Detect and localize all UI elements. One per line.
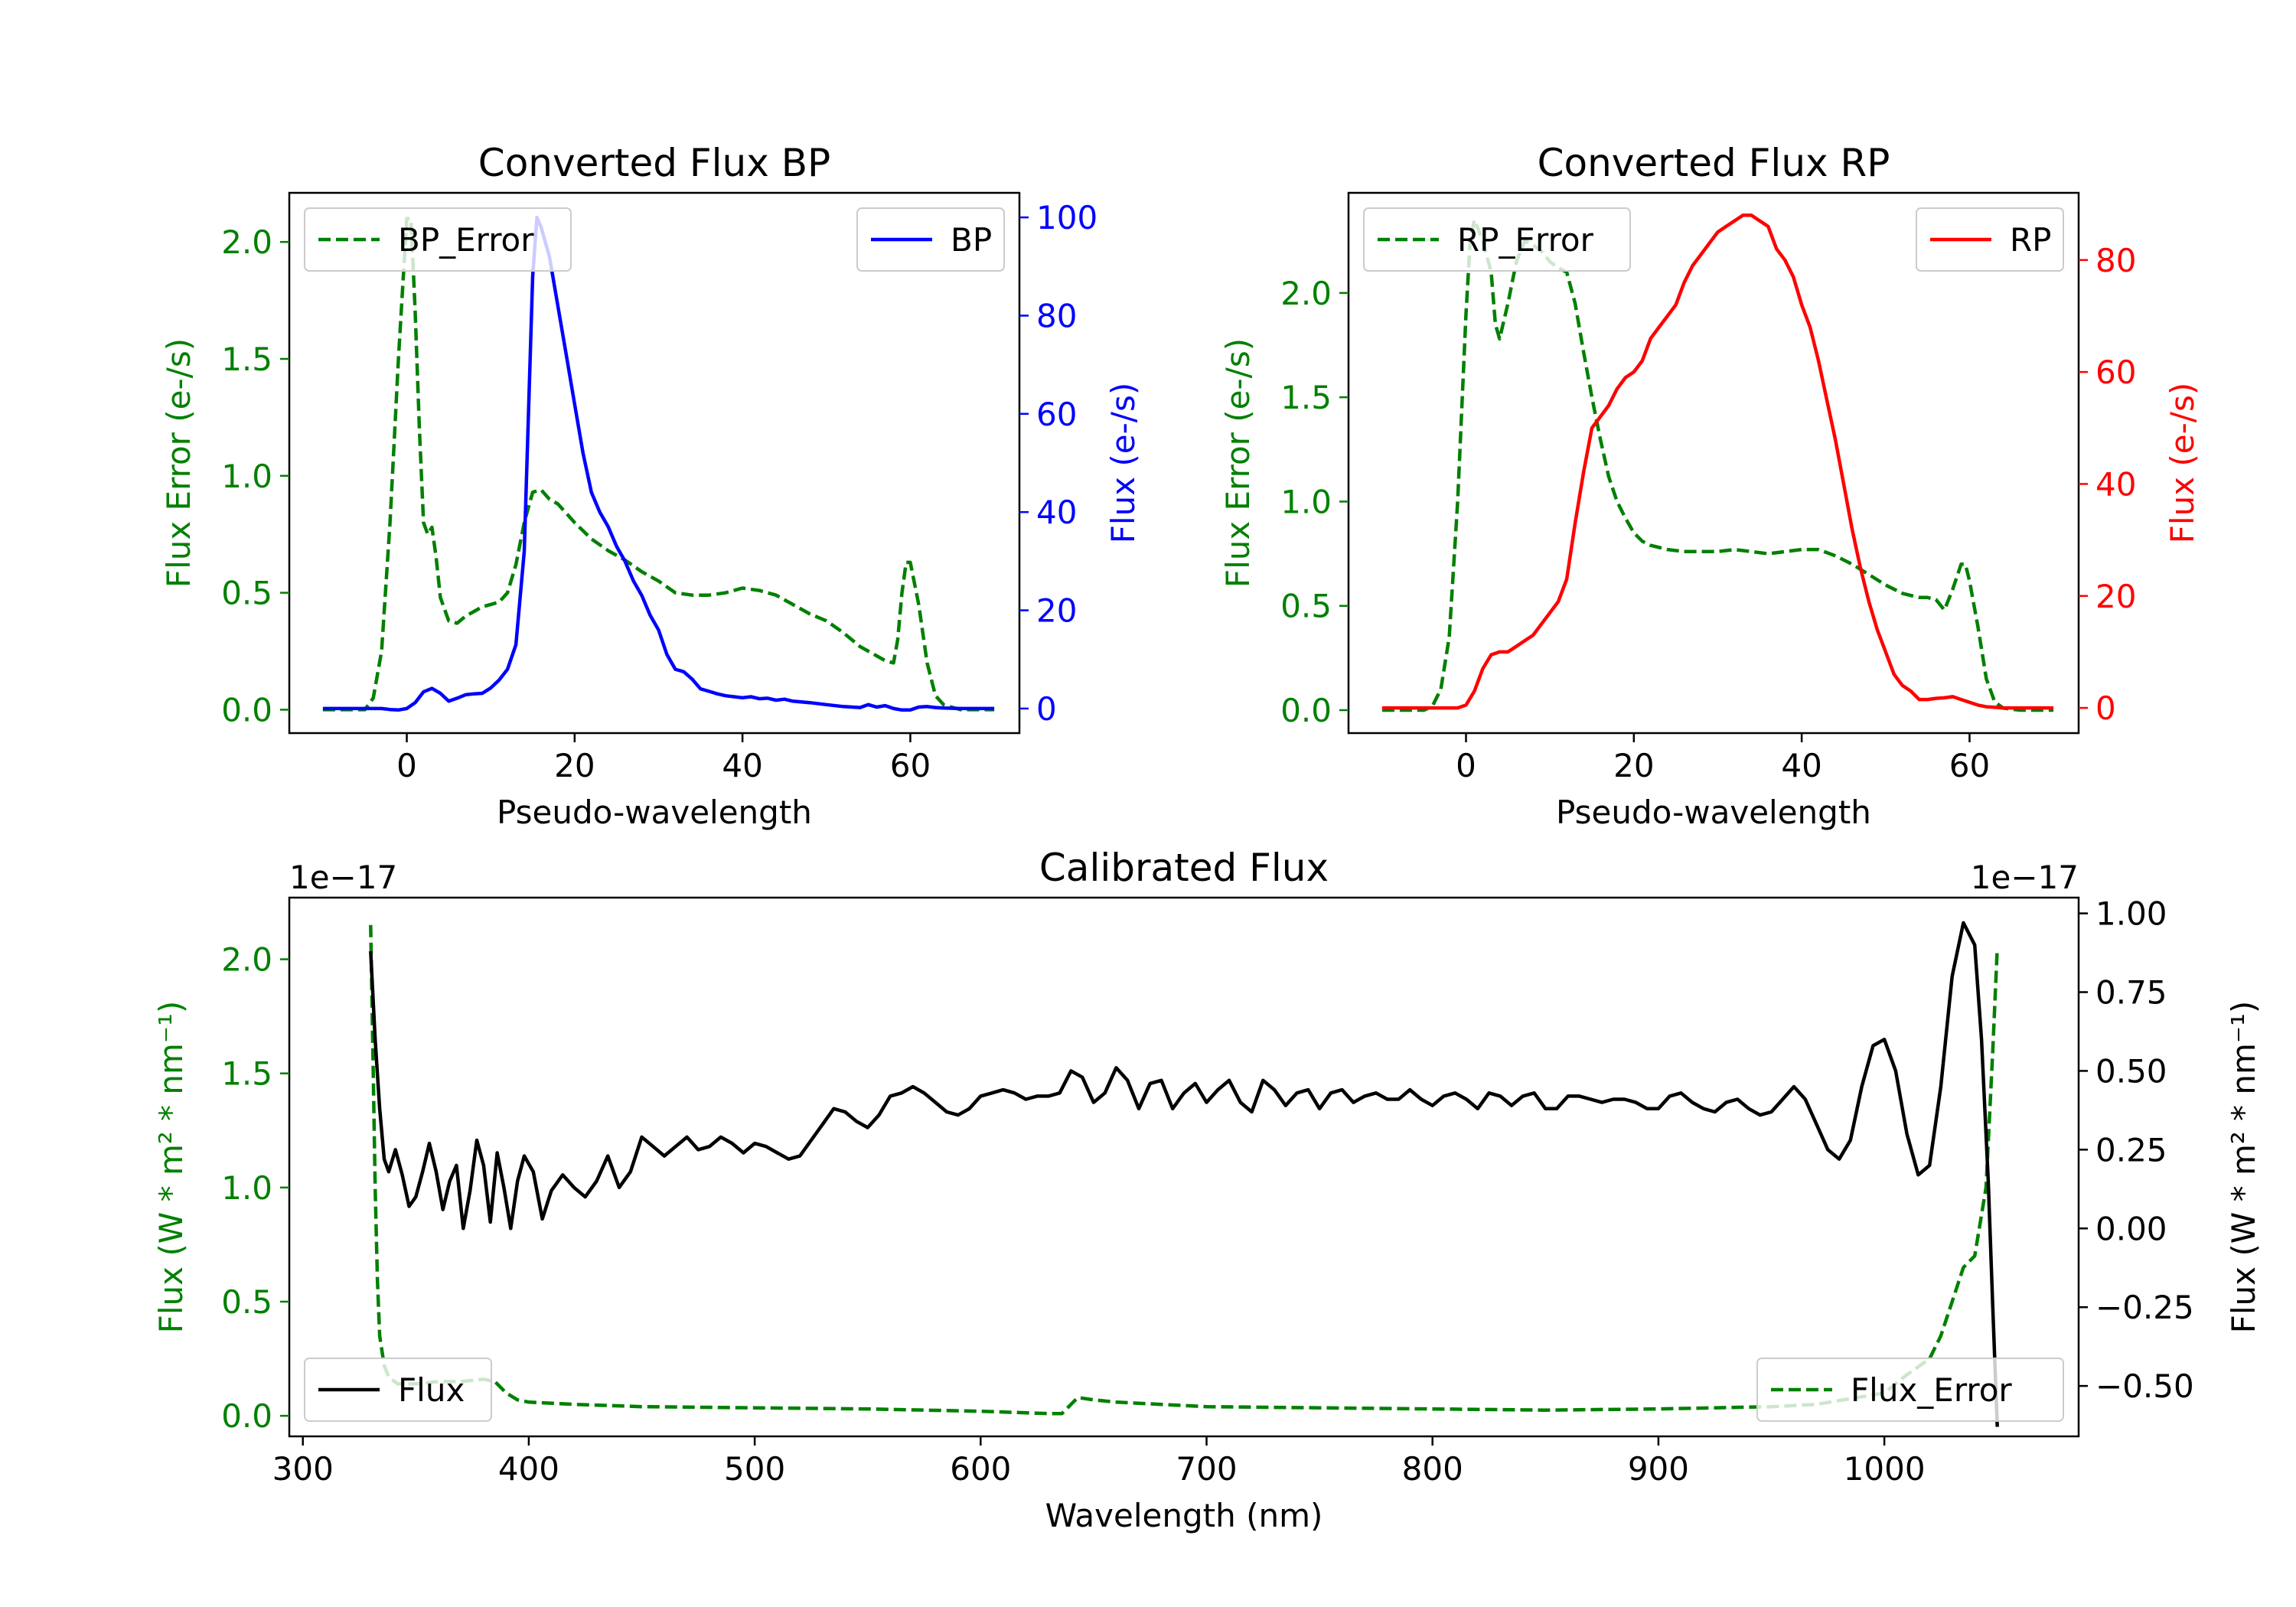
left-y-tick-label: 0.0 [1280, 692, 1332, 729]
legend-bp: BP [856, 207, 1005, 272]
legend-label: BP [951, 221, 992, 259]
x-tick-label: 60 [890, 747, 931, 784]
left-y-tick-label: 0.5 [1280, 588, 1332, 625]
left-y-tick-label: 0.0 [221, 691, 272, 729]
x-axis-label: Pseudo-wavelength [497, 794, 812, 831]
legend-frame [304, 1358, 492, 1422]
x-tick-label: 300 [272, 1450, 334, 1488]
left-y-tick-label: 1.0 [221, 458, 272, 495]
right-y-tick-label: 20 [1036, 592, 1077, 630]
plot-frame [288, 191, 1021, 735]
right-y-tick-label: 0 [2095, 689, 2116, 727]
legend-flux: Flux [304, 1358, 492, 1422]
right-y-tick-label: 40 [2095, 465, 2136, 503]
right-y-tick-label: 0.50 [2095, 1052, 2167, 1090]
right-y-tick-label: 80 [2095, 242, 2136, 279]
right-offset-text: 1e−17 [1971, 859, 2079, 896]
chart-title: Converted Flux BP [478, 141, 830, 185]
series-rp-error-line [1381, 218, 2054, 712]
x-tick-label: 600 [950, 1450, 1011, 1488]
plot-frame [288, 896, 2080, 1438]
left-y-tick-label: 2.0 [1280, 275, 1332, 312]
right-y-tick-label: 0.00 [2095, 1210, 2167, 1247]
x-tick-label: 0 [396, 747, 417, 784]
chart-rp: 0 20 40 60 0.0 0.5 1.0 1.5 2.0 0 20 40 60 80 Converted… [1219, 141, 2201, 831]
x-tick-label: 40 [722, 747, 762, 784]
x-axis-label: Wavelength (nm) [1045, 1497, 1323, 1534]
right-y-tick-label: 80 [1036, 297, 1077, 334]
left-y-tick-label: 0.0 [221, 1397, 272, 1435]
legend-flux-error: Flux_Error [1756, 1358, 2064, 1422]
legend-rp: RP [1916, 207, 2064, 272]
x-tick-label: 900 [1628, 1450, 1689, 1488]
series-bp-line [322, 215, 995, 712]
right-y-tick-label: 40 [1036, 494, 1077, 531]
right-y-tick-label: −0.25 [2095, 1289, 2194, 1326]
left-y-axis-label: Flux (W * m² * nm⁻¹) [152, 1001, 190, 1334]
left-y-tick-label: 0.5 [221, 575, 272, 612]
x-tick-label: 20 [554, 747, 595, 784]
left-y-tick-label: 1.0 [221, 1169, 272, 1207]
x-tick-label: 500 [724, 1450, 785, 1488]
legend-label: RP_Error [1457, 221, 1594, 259]
right-y-tick-label: 60 [1036, 396, 1077, 433]
x-tick-label: 60 [1949, 747, 1990, 784]
right-y-tick-label: 0.25 [2095, 1131, 2167, 1169]
chart-bp: 0 20 40 60 0.0 0.5 1.0 1.5 2.0 0 20 40 60 80 100 Conver… [160, 141, 1142, 831]
left-y-tick-label: 1.0 [1280, 483, 1332, 520]
right-y-tick-label: 0 [1036, 690, 1057, 728]
right-y-tick-label: 1.00 [2095, 895, 2167, 933]
x-tick-label: 0 [1456, 747, 1476, 784]
x-tick-label: 800 [1402, 1450, 1463, 1488]
plot-frame [1347, 191, 2080, 735]
left-y-tick-label: 0.5 [221, 1283, 272, 1321]
legend-label: Flux [398, 1371, 465, 1409]
right-y-axis-label: Flux (e-/s) [2164, 383, 2201, 543]
right-y-tick-label: −0.50 [2095, 1367, 2194, 1405]
left-y-axis-label: Flux Error (e-/s) [1219, 338, 1257, 588]
left-y-tick-label: 1.5 [221, 341, 272, 378]
legend-label: RP [2010, 221, 2052, 259]
left-offset-text: 1e−17 [289, 859, 397, 896]
left-y-tick-label: 2.0 [221, 223, 272, 261]
left-y-tick-label: 1.5 [1280, 379, 1332, 416]
x-tick-label: 1000 [1844, 1450, 1926, 1488]
legend-label: BP_Error [398, 221, 534, 259]
chart-calibrated: 300 400 500 600 700 800 900 1000 0.0 0.5 1.0 1.5 2.0… [152, 846, 2262, 1534]
x-tick-label: 700 [1176, 1450, 1237, 1488]
right-y-tick-label: 0.75 [2095, 974, 2167, 1012]
x-tick-label: 20 [1613, 747, 1654, 784]
right-y-tick-label: 60 [2095, 354, 2136, 391]
x-tick-label: 400 [498, 1450, 559, 1488]
series-rp-line [1381, 214, 2054, 710]
legend-frame [1363, 207, 1631, 272]
right-y-axis-label: Flux (e-/s) [1104, 383, 1142, 543]
left-y-tick-label: 1.5 [221, 1055, 272, 1093]
chart-title: Calibrated Flux [1039, 846, 1329, 890]
legend-label: Flux_Error [1851, 1371, 2012, 1409]
left-y-axis-label: Flux Error (e-/s) [160, 338, 197, 588]
chart-title: Converted Flux RP [1538, 141, 1890, 185]
series-flux-line [369, 921, 1999, 1427]
legend-rp-error: RP_Error [1363, 207, 1631, 272]
right-y-axis-label: Flux (W * m² * nm⁻¹) [2225, 1001, 2262, 1334]
series-bp-error-line [322, 217, 995, 712]
legend-frame [1756, 1358, 2064, 1422]
x-axis-label: Pseudo-wavelength [1556, 794, 1871, 831]
left-y-tick-label: 2.0 [221, 941, 272, 979]
series-flux-error-line [369, 924, 1999, 1416]
right-y-tick-label: 100 [1036, 199, 1097, 236]
x-tick-label: 40 [1781, 747, 1821, 784]
right-y-tick-label: 20 [2095, 578, 2136, 615]
legend-frame [304, 207, 572, 272]
legend-bp-error: BP_Error [304, 207, 572, 272]
